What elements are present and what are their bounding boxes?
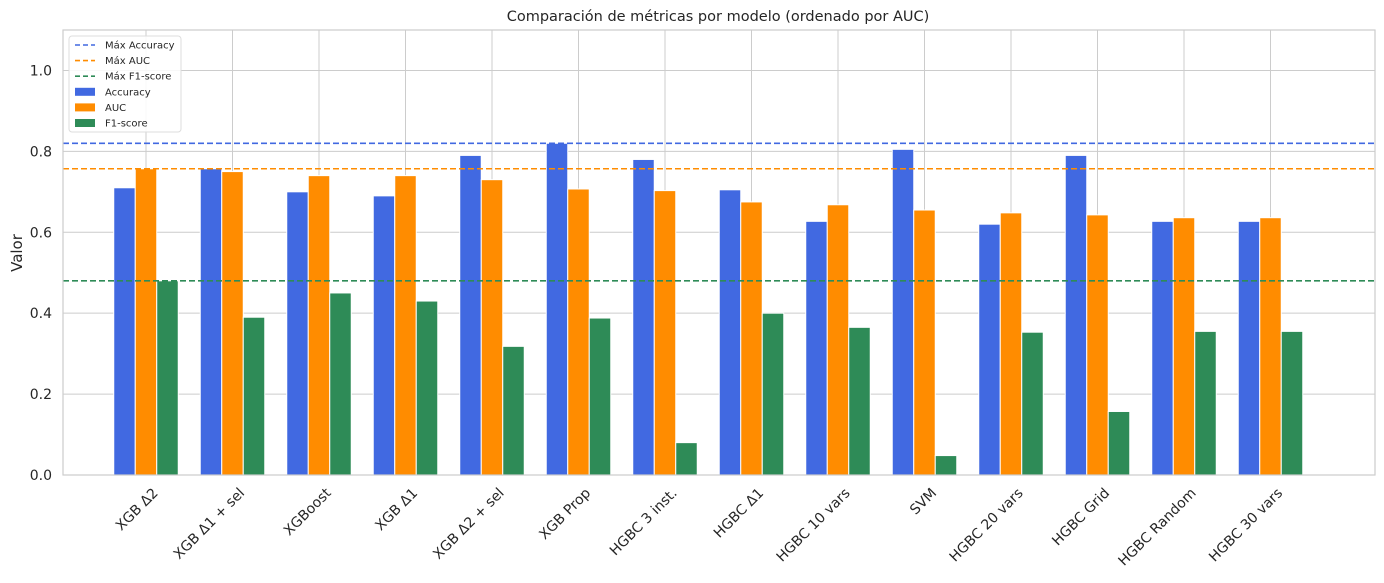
x-tick-label: HGBC 20 vars [947, 485, 1027, 565]
bar-auc [567, 188, 590, 476]
bar-auc [134, 168, 158, 476]
legend-label: Máx AUC [105, 55, 150, 67]
x-tick-label: HGBC 10 vars [774, 485, 854, 565]
bar-accuracy [632, 158, 655, 476]
bar-f1-score [848, 326, 871, 476]
x-tick-label: HGBC Random [1116, 485, 1200, 569]
bar-auc [1086, 214, 1109, 476]
bar-f1-score [588, 317, 612, 476]
plot-area: 0.0 0.2 0.4 0.6 0.8 1.0 XGB Δ2 XGB Δ1 + sel XGBo… [30, 29, 1376, 569]
bar-accuracy [978, 223, 1001, 476]
legend-patch-swatch [75, 103, 95, 112]
bar-accuracy [1151, 220, 1174, 476]
bar-f1-score [1107, 410, 1131, 476]
y-tick-label: 0.6 [30, 225, 52, 241]
bar-auc [1172, 217, 1196, 476]
bar-f1-score [761, 312, 785, 476]
bar-auc [307, 175, 331, 476]
legend-patch-swatch [75, 87, 95, 96]
bar-accuracy [891, 148, 915, 476]
legend-label: Máx Accuracy [105, 40, 175, 52]
y-axis-label: Valor [8, 233, 26, 272]
bar-accuracy [718, 189, 742, 476]
x-tick-label: XGB Δ2 [113, 485, 162, 534]
legend-label: Máx F1-score [105, 71, 171, 83]
bar-f1-score [502, 345, 525, 476]
bar-accuracy [1237, 220, 1261, 476]
bar-accuracy [459, 154, 482, 476]
bar-accuracy [113, 187, 136, 476]
y-tick-label: 0.2 [30, 387, 52, 403]
bar-auc [913, 209, 936, 476]
x-tick-label: HGBC Δ1 [711, 485, 767, 541]
bar-f1-score [415, 300, 439, 476]
legend-patch-swatch [75, 119, 95, 127]
bar-auc [740, 201, 763, 476]
bar-auc [999, 212, 1023, 476]
chart-title: Comparación de métricas por modelo (orde… [507, 9, 930, 25]
legend-box [68, 35, 182, 133]
plot-frame [62, 29, 1376, 476]
y-tick-label: 0.8 [30, 144, 52, 160]
bar-auc [394, 175, 417, 476]
bar-f1-score [329, 292, 352, 476]
bar-f1-score [934, 455, 958, 476]
bar-accuracy [199, 168, 223, 476]
x-tick-label: XGB Δ1 [372, 485, 421, 534]
x-tick-label: SVM [907, 485, 940, 518]
bar-f1-score [675, 442, 698, 476]
bar-accuracy [545, 142, 569, 476]
legend-label: AUC [105, 103, 126, 114]
bar-accuracy [805, 220, 828, 476]
y-tick-label: 0.4 [30, 306, 52, 322]
x-tick-label: XGB Δ1 + sel [171, 485, 248, 562]
x-tick-label: HGBC 3 inst. [607, 485, 681, 559]
legend-label: F1-score [105, 119, 148, 130]
y-tick-label: 1.0 [30, 63, 52, 79]
x-tick-label: XGBoost [281, 485, 335, 539]
legend-label: Accuracy [105, 87, 151, 98]
x-tick-label: HGBC 30 vars [1206, 485, 1286, 565]
bar-f1-score [1021, 331, 1044, 476]
x-tick-label: XGB Prop [536, 485, 594, 543]
bar-f1-score [156, 280, 179, 476]
x-tick-label: HGBC Grid [1049, 485, 1113, 549]
x-tick-label: XGB Δ2 + sel [430, 485, 507, 562]
bar-auc [826, 204, 850, 476]
bar-auc [653, 190, 677, 476]
bar-accuracy [372, 195, 396, 476]
y-tick-label: 0.0 [30, 468, 52, 484]
bar-auc [1259, 217, 1282, 476]
bar-auc [480, 179, 504, 476]
bar-accuracy [1064, 154, 1088, 476]
bar-auc [221, 171, 244, 476]
bar-f1-score [242, 316, 266, 476]
bar-accuracy [286, 191, 309, 476]
bar-f1-score [1280, 330, 1304, 476]
bar-f1-score [1194, 330, 1217, 476]
